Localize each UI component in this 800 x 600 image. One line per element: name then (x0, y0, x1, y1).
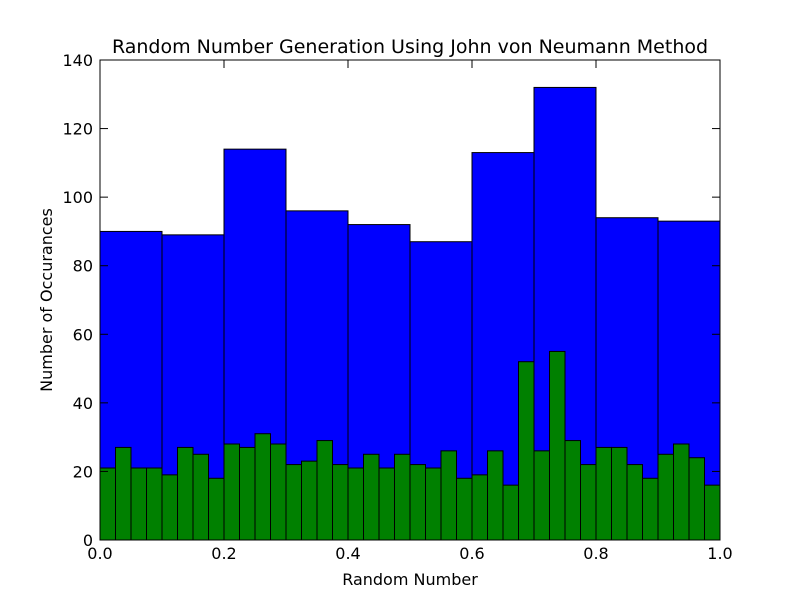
plot-frame (99, 59, 721, 541)
y-tick-label: 0 (83, 531, 93, 550)
histogram-bar-series-2 (533, 450, 550, 541)
y-tick-label: 80 (73, 257, 93, 276)
y-tick-label: 60 (73, 325, 93, 344)
y-tick-label: 40 (73, 394, 93, 413)
histogram-bar-series-2 (161, 474, 178, 541)
histogram-bar-series-2 (409, 464, 426, 541)
histogram-bar-series-2 (223, 443, 240, 541)
y-tick-label: 140 (62, 51, 93, 70)
x-tick-label: 0.0 (87, 544, 112, 563)
histogram-bar-series-2 (130, 467, 147, 541)
y-axis-label: Number of Occurances (37, 208, 56, 392)
histogram-bar-series-2 (99, 467, 116, 541)
y-tick-label: 120 (62, 120, 93, 139)
histogram-bar-series-2 (471, 474, 488, 541)
histogram-bar-series-2 (208, 477, 225, 541)
bars-layer (99, 86, 721, 541)
histogram-bar-series-2 (192, 453, 209, 541)
histogram-bar-series-2 (363, 453, 380, 541)
x-tick-label: 0.4 (335, 544, 360, 563)
x-tick-label: 1.0 (707, 544, 732, 563)
histogram-bar-series-2 (642, 477, 659, 541)
x-tick-label: 0.2 (211, 544, 236, 563)
histogram-bar-series-2 (425, 467, 442, 541)
x-axis-label: Random Number (342, 570, 478, 589)
histogram-bar-series-2 (657, 453, 674, 541)
histogram-bar-series-2 (440, 450, 457, 541)
histogram-bar-series-2 (347, 467, 364, 541)
histogram-bar-series-2 (301, 460, 318, 541)
histogram-bar-series-2 (270, 443, 287, 541)
chart-title: Random Number Generation Using John von … (112, 36, 708, 58)
histogram-bar-series-2 (595, 446, 612, 541)
histogram-bar-series-2 (487, 450, 504, 541)
y-tick-label: 100 (62, 188, 93, 207)
histogram-bar-series-2 (115, 446, 132, 541)
histogram-bar-series-2 (564, 440, 581, 541)
histogram-bar-series-2 (254, 433, 271, 541)
histogram-bar-series-2 (688, 457, 705, 541)
histogram-bar-series-2 (394, 453, 411, 541)
x-tick-label: 0.8 (583, 544, 608, 563)
histogram-bar-series-2 (378, 467, 395, 541)
ticks-layer: 0.0 0.2 0.4 0.6 0.8 1.0 0 20 40 60 80 100 120 140 (62, 51, 732, 563)
histogram-bar-series-2 (177, 446, 194, 541)
histogram-bar-series-2 (580, 464, 597, 541)
histogram-bar-series-2 (518, 361, 535, 541)
histogram-bar-series-2 (239, 446, 256, 541)
histogram-bar-series-2 (316, 440, 333, 541)
x-tick-label: 0.6 (459, 544, 484, 563)
histogram-bar-series-2 (146, 467, 163, 541)
histogram-bar-series-2 (549, 350, 566, 541)
histogram-bar-series-2 (704, 484, 721, 541)
histogram-bar-series-2 (626, 464, 643, 541)
histogram-bar-series-2 (332, 464, 349, 541)
histogram-bar-series-2 (611, 446, 628, 541)
histogram-bar-series-2 (502, 484, 519, 541)
y-tick-label: 20 (73, 462, 93, 481)
histogram-bar-series-2 (285, 464, 302, 541)
histogram-bar-series-2 (456, 477, 473, 541)
histogram-bar-series-2 (673, 443, 690, 541)
